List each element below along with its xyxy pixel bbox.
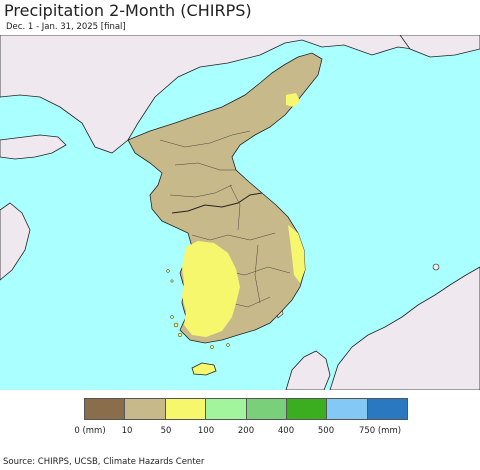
source-credit: Source: CHIRPS, UCSB, Climate Hazards Ce… bbox=[3, 457, 205, 467]
map-subtitle: Dec. 1 - Jan. 31, 2025 [final] bbox=[6, 22, 126, 32]
map-title: Precipitation 2-Month (CHIRPS) bbox=[4, 1, 252, 20]
legend-swatch-1 bbox=[125, 399, 166, 419]
legend-swatch-5 bbox=[286, 399, 328, 419]
legend-label-7: 750 (mm) bbox=[358, 426, 402, 436]
china-coast-south bbox=[0, 202, 31, 281]
legend-label-6: 500 bbox=[317, 426, 335, 436]
east-coast-wet-zone bbox=[288, 225, 305, 283]
legend-label-3: 100 bbox=[197, 426, 215, 436]
legend-label-5: 400 bbox=[277, 426, 295, 436]
legend-label-4: 200 bbox=[237, 426, 255, 436]
jeju-island bbox=[191, 362, 217, 376]
color-legend bbox=[84, 398, 408, 420]
russia-coast bbox=[399, 35, 480, 58]
legend-label-1: 10 bbox=[121, 426, 133, 436]
shandong-peninsula bbox=[0, 134, 67, 160]
japan-honshu bbox=[329, 266, 480, 390]
southwest-wet-zone bbox=[182, 241, 240, 337]
dmz-border bbox=[171, 192, 263, 214]
japan-kyushu bbox=[285, 350, 331, 390]
island-cluster bbox=[166, 269, 230, 349]
legend-swatch-4 bbox=[246, 399, 287, 419]
legend-swatch-3 bbox=[206, 399, 247, 419]
legend-swatch-2 bbox=[165, 399, 207, 419]
legend-swatch-6 bbox=[327, 399, 368, 419]
precipitation-map bbox=[0, 35, 480, 390]
north-wet-patch bbox=[286, 93, 300, 107]
legend-swatch-7 bbox=[367, 399, 407, 419]
legend-label-2: 50 bbox=[160, 426, 172, 436]
legend-label-0: 0 (mm) bbox=[74, 426, 106, 436]
legend-swatch-0 bbox=[85, 399, 126, 419]
legend-tick-labels: 0 (mm) 10 50 100 200 400 500 750 (mm) bbox=[0, 426, 480, 440]
ulleung-island bbox=[432, 263, 440, 271]
